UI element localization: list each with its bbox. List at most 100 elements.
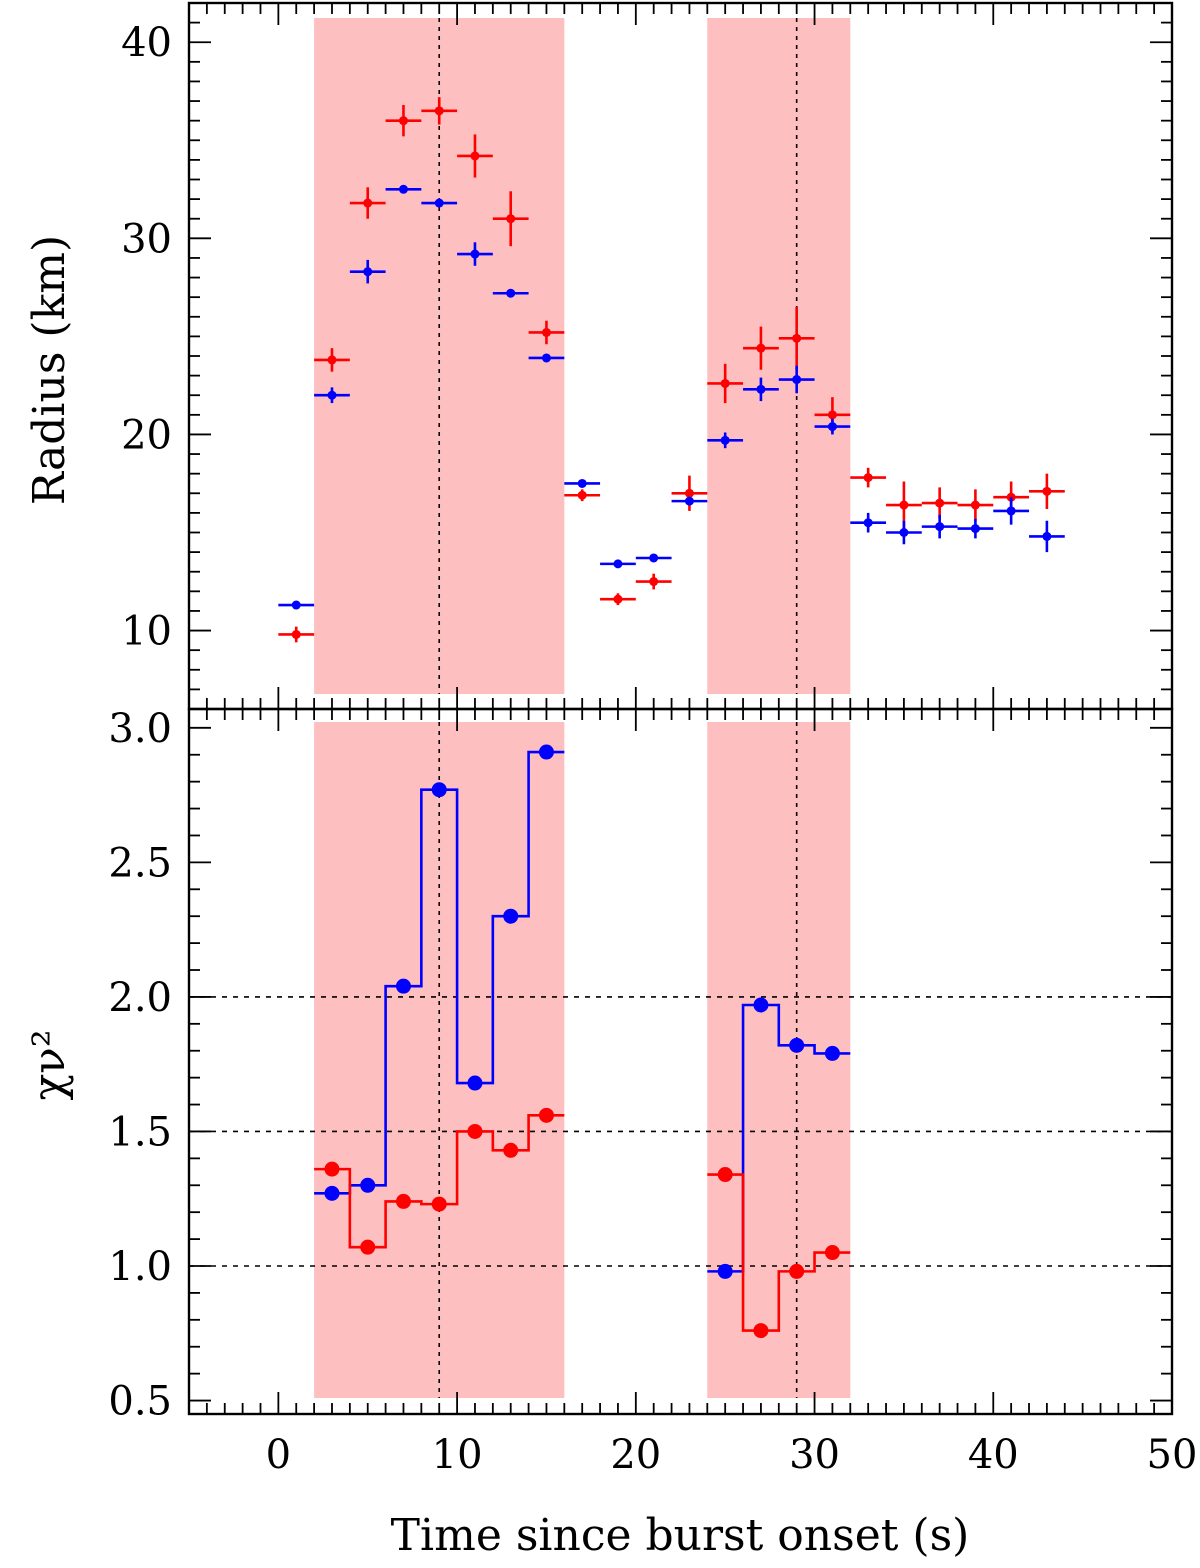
radius-marker-blue-14	[792, 375, 802, 385]
bottom-y-tick-label-2: 1.5	[108, 1109, 172, 1155]
top-y-axis-title: Radius (km)	[24, 235, 75, 505]
bottom-y-tick-label-3: 2.0	[108, 975, 172, 1021]
radius-point-blue-16	[850, 512, 887, 533]
chi-marker-blue-1-2	[789, 1037, 805, 1053]
bottom-y-axis-title: χν²	[24, 1029, 75, 1100]
radius-marker-blue-5	[470, 249, 480, 259]
chi-marker-red-0-2	[395, 1193, 411, 1209]
chi-marker-red-1-0	[717, 1167, 733, 1183]
radius-point-blue-17	[886, 520, 922, 545]
top-y-tick-label-3: 40	[121, 20, 172, 66]
chi-marker-red-0-3	[431, 1196, 447, 1212]
radius-point-blue-8	[564, 478, 601, 488]
radius-point-red-5	[457, 134, 493, 178]
radius-point-blue-0	[278, 600, 315, 610]
radius-point-red-21	[1029, 473, 1065, 509]
radius-marker-red-8	[577, 490, 587, 500]
radius-marker-blue-10	[649, 553, 659, 563]
radius-point-blue-15	[814, 418, 851, 435]
chi-step-line-red-1	[707, 1173, 851, 1332]
radius-point-blue-11	[671, 496, 708, 506]
radius-marker-red-6	[506, 214, 516, 224]
bottom-y-tick-label-4: 2.5	[108, 840, 172, 886]
chi-marker-red-1-1	[753, 1323, 769, 1339]
radius-point-blue-14	[778, 365, 815, 394]
radius-marker-red-21	[1042, 486, 1052, 496]
radius-marker-red-4	[434, 106, 444, 116]
bottom-y-tick-label-0: 0.5	[108, 1379, 172, 1425]
radius-marker-red-10	[649, 577, 659, 587]
radius-marker-red-12	[720, 378, 730, 388]
bottom-y-tick-label-1: 1.0	[108, 1244, 172, 1290]
radius-marker-blue-12	[720, 435, 730, 445]
radius-point-red-7	[528, 320, 565, 345]
radius-marker-blue-15	[827, 422, 837, 432]
chi-marker-red-0-5	[503, 1142, 519, 1158]
chi-marker-blue-0-3	[431, 782, 447, 798]
radius-marker-red-13	[756, 343, 766, 353]
radius-point-red-6	[492, 191, 529, 247]
radius-point-blue-19	[957, 518, 994, 539]
radius-marker-blue-3	[398, 184, 408, 194]
radius-point-red-9	[600, 593, 636, 606]
radius-marker-blue-2	[363, 267, 373, 277]
radius-point-blue-4	[421, 198, 458, 208]
radius-point-blue-18	[921, 514, 958, 539]
chi-marker-blue-0-5	[503, 908, 519, 924]
radius-point-blue-13	[743, 377, 779, 402]
top-shaded-region-1	[707, 18, 851, 694]
radius-point-red-1	[314, 348, 350, 372]
radius-marker-blue-21	[1042, 531, 1052, 541]
radius-marker-blue-9	[613, 559, 623, 569]
chi-marker-red-0-4	[467, 1123, 483, 1139]
radius-marker-blue-11	[684, 496, 694, 506]
shaded-regions	[314, 18, 851, 1398]
chi-marker-red-0-0	[324, 1161, 340, 1177]
radius-marker-red-9	[613, 594, 623, 604]
top-y-tick-label-2: 30	[121, 216, 172, 262]
radius-marker-blue-16	[863, 518, 873, 528]
radius-marker-red-0	[291, 629, 301, 639]
radius-point-red-2	[349, 187, 386, 219]
chi-marker-red-0-6	[538, 1107, 554, 1123]
bottom-y-tick-label-5: 3.0	[108, 706, 172, 752]
top-shaded-region-0	[314, 18, 565, 694]
chi-marker-blue-0-1	[360, 1177, 376, 1193]
radius-marker-red-16	[863, 473, 873, 483]
chi-marker-red-0-1	[360, 1239, 376, 1255]
top-y-tick-label-1: 20	[121, 412, 172, 458]
x-tick-label-2: 20	[610, 1432, 661, 1478]
x-tick-label-5: 50	[1147, 1432, 1198, 1478]
x-axis-title: Time since burst onset (s)	[391, 1510, 970, 1561]
radius-point-red-11	[671, 475, 708, 511]
chi-marker-blue-0-0	[324, 1185, 340, 1201]
radius-point-blue-20	[993, 497, 1030, 525]
radius-marker-blue-0	[291, 600, 301, 610]
chi-marker-blue-0-2	[395, 978, 411, 994]
radius-point-red-3	[385, 104, 422, 137]
radius-point-red-14	[778, 306, 815, 370]
bottom-shaded-region-0	[314, 722, 565, 1398]
radius-marker-blue-6	[506, 288, 516, 298]
radius-marker-red-11	[684, 488, 694, 498]
tick-labels: 10 20 30 40 0.5 1.0 1.5 2.0 2.5 3.0 0 10 20 30 40 50	[108, 20, 1197, 1478]
radius-marker-blue-19	[970, 524, 980, 534]
radius-point-blue-21	[1029, 520, 1065, 553]
radius-marker-blue-1	[327, 390, 337, 400]
radius-marker-red-17	[899, 500, 909, 510]
radius-marker-blue-8	[577, 478, 587, 488]
radius-marker-blue-7	[541, 353, 551, 363]
radius-point-blue-12	[707, 432, 744, 449]
x-tick-label-3: 30	[789, 1432, 840, 1478]
chi-marker-blue-0-4	[467, 1075, 483, 1091]
radius-marker-blue-13	[756, 384, 766, 394]
chi-marker-blue-1-1	[753, 997, 769, 1013]
data-series	[278, 97, 1065, 1339]
chi-marker-blue-1-3	[824, 1045, 840, 1061]
bottom-panel-frame	[187, 707, 1174, 1416]
radius-marker-blue-4	[434, 198, 444, 208]
radius-point-red-16	[850, 467, 887, 488]
axes-frames	[187, 1, 1174, 1416]
radius-marker-red-1	[327, 355, 337, 365]
radius-point-blue-2	[349, 259, 386, 284]
